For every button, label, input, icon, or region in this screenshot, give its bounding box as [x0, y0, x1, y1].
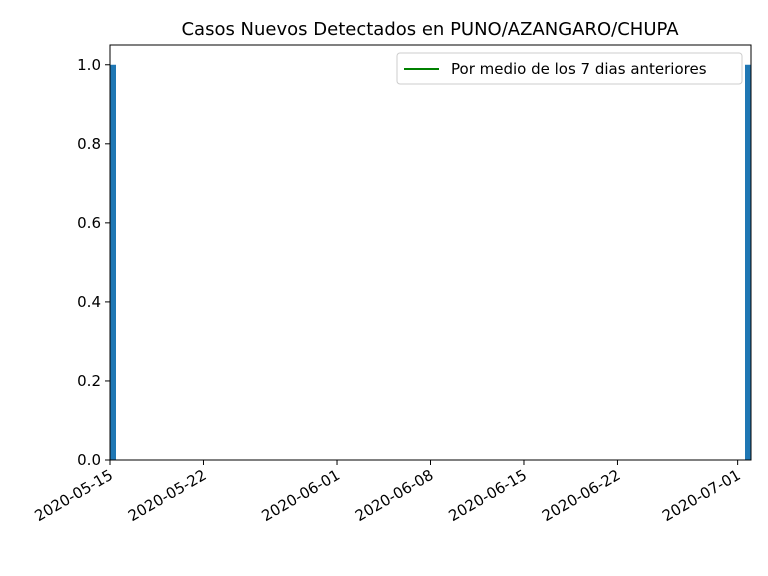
y-tick-label: 0.2 — [77, 372, 101, 390]
y-tick-label: 1.0 — [77, 56, 101, 74]
plot-area-frame — [109, 44, 752, 461]
legend-label: Por medio de los 7 dias anteriores — [451, 60, 707, 78]
x-tick-label: 2020-05-15 — [31, 466, 116, 525]
x-tick-label: 2020-07-01 — [659, 466, 744, 525]
bar-2020-05-15 — [110, 64, 116, 460]
legend-box — [396, 52, 743, 85]
y-tick-label: 0.0 — [77, 451, 101, 469]
x-tick-label: 2020-06-08 — [352, 466, 437, 525]
bar-2020-07-02 — [745, 64, 751, 460]
y-tick-label: 0.4 — [77, 293, 101, 311]
chart-title: Casos Nuevos Detectados en PUNO/AZANGARO… — [181, 19, 679, 40]
legend: Por medio de los 7 dias anteriores — [396, 52, 743, 85]
y-tick-label: 0.6 — [77, 214, 101, 232]
x-tick-label: 2020-06-15 — [445, 466, 530, 525]
x-tick-label: 2020-06-01 — [259, 466, 344, 525]
y-tick-label: 0.8 — [77, 135, 101, 153]
x-tick-label: 2020-06-22 — [539, 466, 624, 525]
x-tick-label: 2020-05-22 — [125, 466, 210, 525]
